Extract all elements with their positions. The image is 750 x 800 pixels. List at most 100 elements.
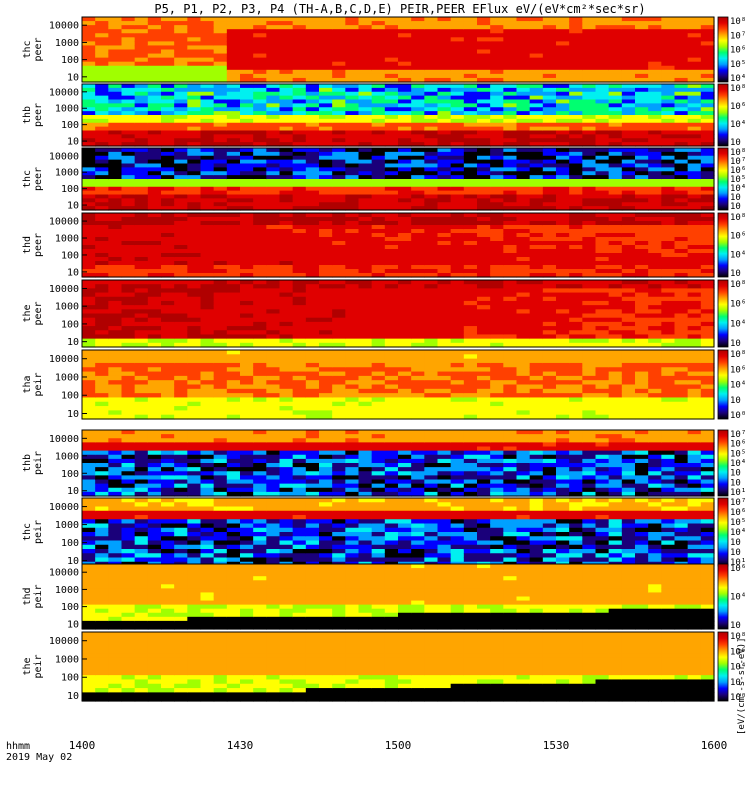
heatmap-cell [108, 350, 122, 355]
heatmap-cell [398, 160, 412, 164]
heatmap-cell [201, 237, 215, 242]
heatmap-cell [122, 447, 136, 452]
heatmap-cell [517, 138, 531, 142]
heatmap-cell [214, 430, 228, 435]
heatmap-cell [227, 471, 241, 476]
heatmap-cell [161, 305, 175, 310]
heatmap-cell [596, 363, 610, 368]
heatmap-cell [648, 406, 662, 411]
heatmap-cell [359, 195, 373, 199]
heatmap-cell [359, 265, 373, 270]
heatmap-cell [503, 198, 517, 202]
heatmap-cell [227, 45, 241, 50]
heatmap-cell [253, 305, 267, 310]
heatmap-cell [464, 54, 478, 59]
heatmap-cell [240, 74, 254, 79]
heatmap-cell [648, 17, 662, 22]
heatmap-cell [227, 480, 241, 485]
heatmap-cell [661, 88, 675, 92]
heatmap-cell [635, 202, 649, 206]
heatmap-cell [503, 221, 517, 226]
heatmap-cell [648, 88, 662, 92]
heatmap-cell [345, 265, 359, 270]
heatmap-cell [530, 380, 544, 385]
heatmap-cell [661, 50, 675, 55]
heatmap-cell [385, 284, 399, 289]
heatmap-cell [135, 25, 149, 30]
heatmap-cell [359, 45, 373, 50]
heatmap-cell [359, 284, 373, 289]
heatmap-cell [648, 183, 662, 187]
heatmap-cell [319, 103, 333, 107]
heatmap-cell [266, 213, 280, 218]
heatmap-cell [82, 488, 96, 493]
heatmap-cell [240, 195, 254, 199]
heatmap-cell [108, 233, 122, 238]
heatmap-cell [174, 301, 188, 306]
heatmap-cell [490, 253, 504, 258]
heatmap-cell [82, 245, 96, 250]
heatmap-cell [174, 92, 188, 96]
heatmap-cell [372, 54, 386, 59]
heatmap-cell [530, 50, 544, 55]
heatmap-cell [253, 334, 267, 339]
heatmap-cell [293, 134, 307, 138]
heatmap-cell [464, 385, 478, 390]
heatmap-cell [161, 467, 175, 472]
heatmap-cell [240, 33, 254, 38]
heatmap-cell [385, 297, 399, 302]
heatmap-cell [95, 241, 109, 246]
heatmap-cell [582, 84, 596, 88]
heatmap-cell [385, 406, 399, 411]
heatmap-cell [517, 123, 531, 127]
heatmap-cell [359, 167, 373, 171]
heatmap-cell [411, 288, 425, 293]
heatmap-cell [148, 376, 162, 381]
heatmap-cell [503, 339, 517, 344]
heatmap-cell [95, 402, 109, 407]
heatmap-cell [596, 318, 610, 323]
heatmap-cell [280, 488, 294, 493]
heatmap-cell [214, 92, 228, 96]
heatmap-cell [161, 202, 175, 206]
heatmap-cell [530, 183, 544, 187]
heatmap-cell [372, 301, 386, 306]
heatmap-cell [319, 179, 333, 183]
heatmap-cell [95, 484, 109, 489]
heatmap-cell [266, 25, 280, 30]
y-axis-label-line: peer [33, 301, 44, 325]
y-axis-label-line: thd [22, 236, 33, 254]
heatmap-cell [227, 241, 241, 246]
heatmap-cell [372, 314, 386, 319]
heatmap-cell [385, 293, 399, 298]
heatmap-cell [385, 134, 399, 138]
colorbar-tick-label: 10⁰ [730, 411, 746, 421]
heatmap-cell [675, 29, 689, 34]
heatmap-cell [266, 430, 280, 435]
heatmap-cell [661, 389, 675, 394]
heatmap-cell [675, 393, 689, 398]
heatmap-cell [372, 152, 386, 156]
heatmap-cell [648, 164, 662, 168]
heatmap-cell [95, 330, 109, 335]
heatmap-cell [635, 123, 649, 127]
heatmap-cell [688, 92, 702, 96]
heatmap-cell [582, 131, 596, 135]
heatmap-cell [675, 301, 689, 306]
heatmap-cell [227, 138, 241, 142]
heatmap-cell [675, 334, 689, 339]
heatmap-cell [464, 376, 478, 381]
heatmap-cell [372, 363, 386, 368]
heatmap-cell [411, 237, 425, 242]
heatmap-cell [438, 70, 452, 75]
heatmap-cell [451, 217, 465, 222]
heatmap-cell [675, 326, 689, 331]
heatmap-cell [95, 50, 109, 55]
heatmap-cell [569, 309, 583, 314]
heatmap-cell [82, 314, 96, 319]
heatmap-cell [451, 103, 465, 107]
heatmap-cell [688, 322, 702, 327]
heatmap-cell [253, 138, 267, 142]
heatmap-cell [359, 389, 373, 394]
heatmap-cell [148, 103, 162, 107]
